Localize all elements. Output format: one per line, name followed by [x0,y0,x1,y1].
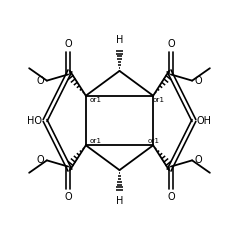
Text: HO: HO [27,115,42,126]
Text: H: H [116,195,123,206]
Text: O: O [37,76,44,86]
Text: OH: OH [197,115,212,126]
Text: O: O [64,40,72,49]
Text: O: O [64,192,72,201]
Text: O: O [195,76,202,86]
Text: or1: or1 [90,97,102,103]
Text: or1: or1 [147,138,159,144]
Text: or1: or1 [153,97,165,103]
Text: O: O [167,192,175,201]
Text: H: H [116,35,123,46]
Text: or1: or1 [90,138,102,144]
Text: O: O [167,40,175,49]
Text: O: O [195,155,202,165]
Text: O: O [37,155,44,165]
